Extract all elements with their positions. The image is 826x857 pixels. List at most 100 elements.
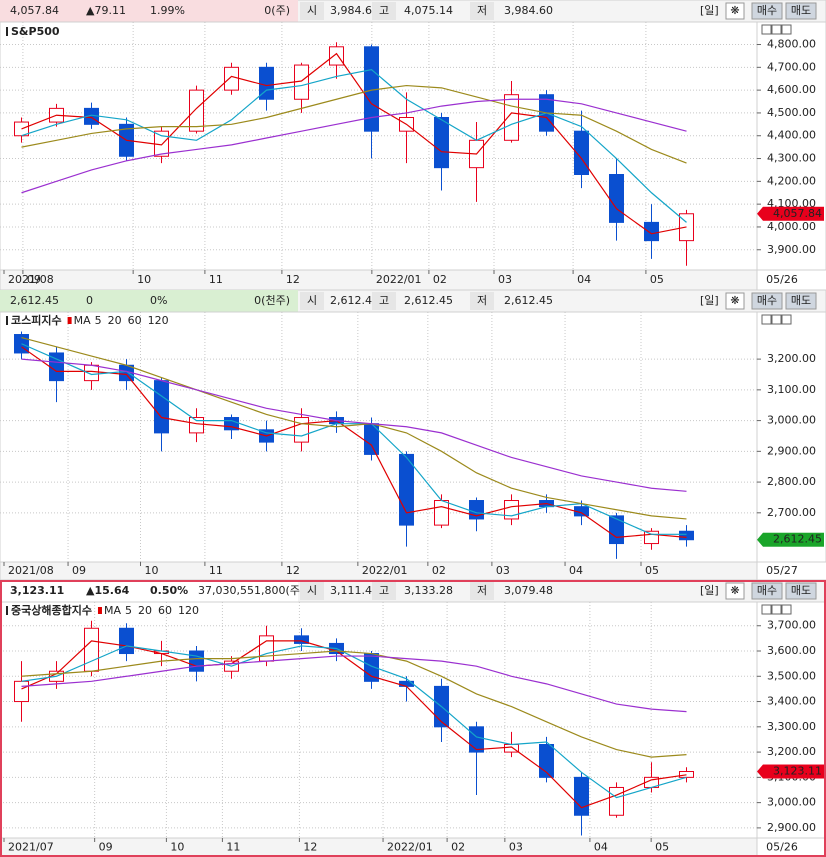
lir-button[interactable] xyxy=(781,24,792,35)
x-tick-label: 05 xyxy=(655,841,669,854)
x-tick-label: 04 xyxy=(569,564,583,577)
y-tick-label: 4,700.00 xyxy=(767,60,816,73)
button-label[interactable]: 매도 xyxy=(791,294,811,307)
candle-body xyxy=(644,530,659,545)
legend-entry: 60 xyxy=(128,314,142,327)
change: ▲79.11 xyxy=(86,4,126,17)
y-tick-label: 4,800.00 xyxy=(767,38,816,51)
button[interactable] xyxy=(725,292,745,310)
lir-button[interactable] xyxy=(761,24,772,35)
button[interactable] xyxy=(785,292,817,310)
button-label[interactable]: ❋ xyxy=(730,294,739,307)
button-label[interactable]: ❋ xyxy=(730,584,739,597)
field-label: 저 xyxy=(477,4,487,17)
price-axis xyxy=(756,21,826,271)
button-label[interactable]: [일] xyxy=(700,583,719,597)
candle-body xyxy=(609,174,624,223)
button-label[interactable]: 매도 xyxy=(791,584,811,597)
button[interactable] xyxy=(785,582,817,600)
last-date: 05/26 xyxy=(766,841,798,854)
y-tick-label: 4,600.00 xyxy=(767,83,816,96)
candle-body xyxy=(434,116,449,169)
legend-prefix: MA xyxy=(104,604,121,617)
chart-title: S&P500 xyxy=(11,25,60,38)
lir-button[interactable] xyxy=(761,314,772,325)
y-tick-label: 2,900.00 xyxy=(767,821,816,834)
button-label[interactable]: 매도 xyxy=(791,4,811,17)
x-tick-label: 02 xyxy=(451,841,465,854)
lir-button[interactable] xyxy=(771,604,782,615)
price-axis xyxy=(756,311,826,563)
field-label: 시 xyxy=(307,294,317,307)
legend-prefix: MA xyxy=(74,314,91,327)
x-tick-label: 02 xyxy=(432,564,446,577)
volume: 0(주) xyxy=(264,4,290,17)
ma-line xyxy=(21,343,687,535)
legend-entry: 60 xyxy=(158,604,172,617)
button-label[interactable]: ❋ xyxy=(730,4,739,17)
y-tick-label: 4,500.00 xyxy=(767,106,816,119)
field-label-bg xyxy=(300,292,324,310)
button-label[interactable]: 매수 xyxy=(757,584,777,597)
field-label: 저 xyxy=(477,584,487,597)
field-label-bg xyxy=(470,292,494,310)
x-tick-label: 2021/08 xyxy=(8,564,54,577)
y-tick-label: 3,200.00 xyxy=(767,352,816,365)
price-tag-label: 2,612.45 xyxy=(773,533,822,546)
lir-button[interactable] xyxy=(761,604,772,615)
y-tick-label: 3,400.00 xyxy=(767,695,816,708)
button[interactable] xyxy=(751,292,783,310)
field-value: 3,984.60 xyxy=(504,4,553,17)
x-tick-label: 10 xyxy=(170,841,184,854)
field-label-bg xyxy=(470,2,494,20)
button-label[interactable]: 매수 xyxy=(757,294,777,307)
y-tick-label: 3,000.00 xyxy=(767,796,816,809)
button-label[interactable]: [일] xyxy=(700,3,719,17)
candle-body xyxy=(679,771,694,778)
volume: 0(천주) xyxy=(254,293,290,307)
button-label[interactable]: [일] xyxy=(700,293,719,307)
ma-line xyxy=(21,650,687,758)
candle-body xyxy=(329,46,344,66)
price: 2,612.45 xyxy=(10,294,59,307)
y-tick-label: 2,800.00 xyxy=(767,475,816,488)
header-quote xyxy=(0,0,298,22)
lir-button[interactable] xyxy=(781,314,792,325)
y-tick-label: 2,900.00 xyxy=(767,444,816,457)
button[interactable] xyxy=(751,2,783,20)
x-tick-label: 12 xyxy=(286,273,300,286)
y-tick-label: 3,300.00 xyxy=(767,720,816,733)
change-pct: 0.50% xyxy=(150,584,188,597)
price-tag xyxy=(763,532,824,547)
x-tick-label: 05 xyxy=(650,273,664,286)
price: 4,057.84 xyxy=(10,4,59,17)
ma-line xyxy=(21,645,687,799)
candle-body xyxy=(574,776,589,816)
button[interactable] xyxy=(725,2,745,20)
field-label: 고 xyxy=(379,294,389,307)
field-value: 2,612.45 xyxy=(404,294,453,307)
button[interactable] xyxy=(751,582,783,600)
x-tick-label: 2022/01 xyxy=(362,564,408,577)
lir-button[interactable] xyxy=(771,314,782,325)
price-tag-arrow xyxy=(757,532,763,547)
candle-body xyxy=(434,500,449,526)
candle-body xyxy=(84,627,99,672)
field-label: 저 xyxy=(477,294,487,307)
lir-button[interactable] xyxy=(781,604,792,615)
button[interactable] xyxy=(785,2,817,20)
field-label: 고 xyxy=(379,584,389,597)
field-value: 4,075.14 xyxy=(404,4,453,17)
ma-line xyxy=(21,68,687,223)
x-tick-label: 03 xyxy=(496,564,510,577)
button[interactable] xyxy=(725,582,745,600)
lir-button[interactable] xyxy=(771,24,782,35)
field-value: 3,111.48 xyxy=(330,584,379,597)
button-label[interactable]: 매수 xyxy=(757,4,777,17)
candle-body xyxy=(189,650,204,672)
title-marker xyxy=(6,606,8,615)
price-tag-label: 3,123.11 xyxy=(773,765,822,778)
candle-body xyxy=(119,627,134,655)
candle-body xyxy=(504,94,519,141)
candle-body xyxy=(679,530,694,541)
